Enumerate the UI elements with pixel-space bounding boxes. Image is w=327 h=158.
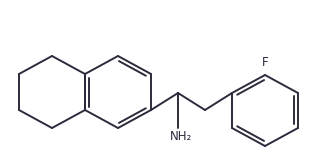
Text: NH₂: NH₂ [170,130,192,143]
Text: F: F [262,55,268,69]
